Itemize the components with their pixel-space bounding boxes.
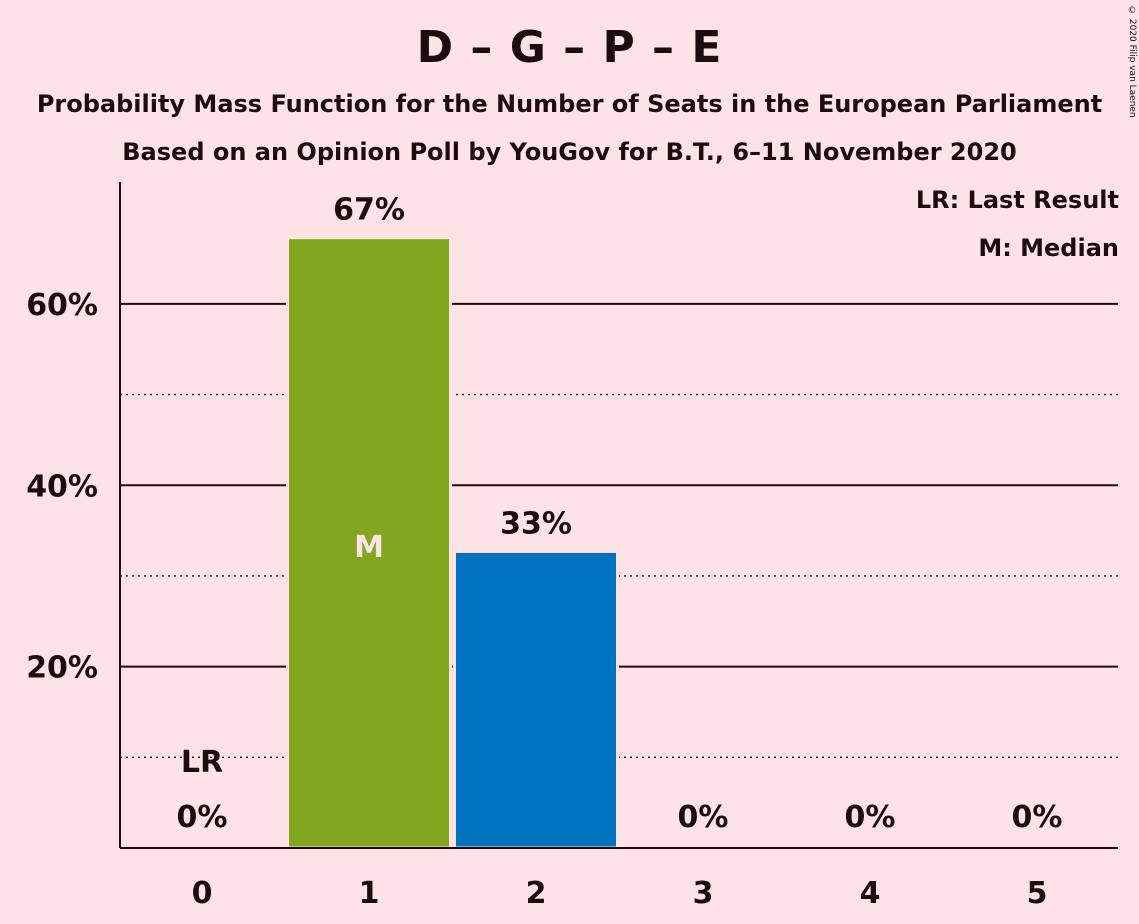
data-label: 0% — [1012, 800, 1063, 835]
chart-subtitle-source: Based on an Opinion Poll by YouGov for B… — [122, 138, 1017, 166]
data-label: 0% — [678, 800, 729, 835]
data-label: 0% — [177, 800, 228, 835]
bar-1 — [286, 236, 452, 850]
x-tick-label: 1 — [359, 876, 380, 911]
median-marker: M — [354, 530, 384, 565]
data-label: 0% — [845, 800, 896, 835]
data-label: 33% — [500, 506, 572, 541]
legend-last-result: LR: Last Result — [915, 186, 1119, 214]
y-tick-label: 40% — [26, 469, 98, 504]
legend-median: M: Median — [978, 234, 1119, 262]
copyright-notice: © 2020 Filip van Laenen — [1127, 6, 1137, 118]
chart-subtitle: Probability Mass Function for the Number… — [36, 90, 1103, 118]
x-tick-label: 5 — [1027, 876, 1048, 911]
x-tick-label: 2 — [526, 876, 547, 911]
x-tick-label: 3 — [693, 876, 714, 911]
last-result-marker: LR — [181, 745, 223, 780]
data-label: 67% — [333, 193, 405, 228]
y-tick-label: 60% — [26, 288, 98, 323]
chart-title: D – G – P – E — [416, 22, 723, 73]
bar-2 — [453, 549, 619, 850]
x-tick-label: 0 — [192, 876, 213, 911]
y-tick-label: 20% — [26, 651, 98, 686]
x-tick-label: 4 — [860, 876, 881, 911]
